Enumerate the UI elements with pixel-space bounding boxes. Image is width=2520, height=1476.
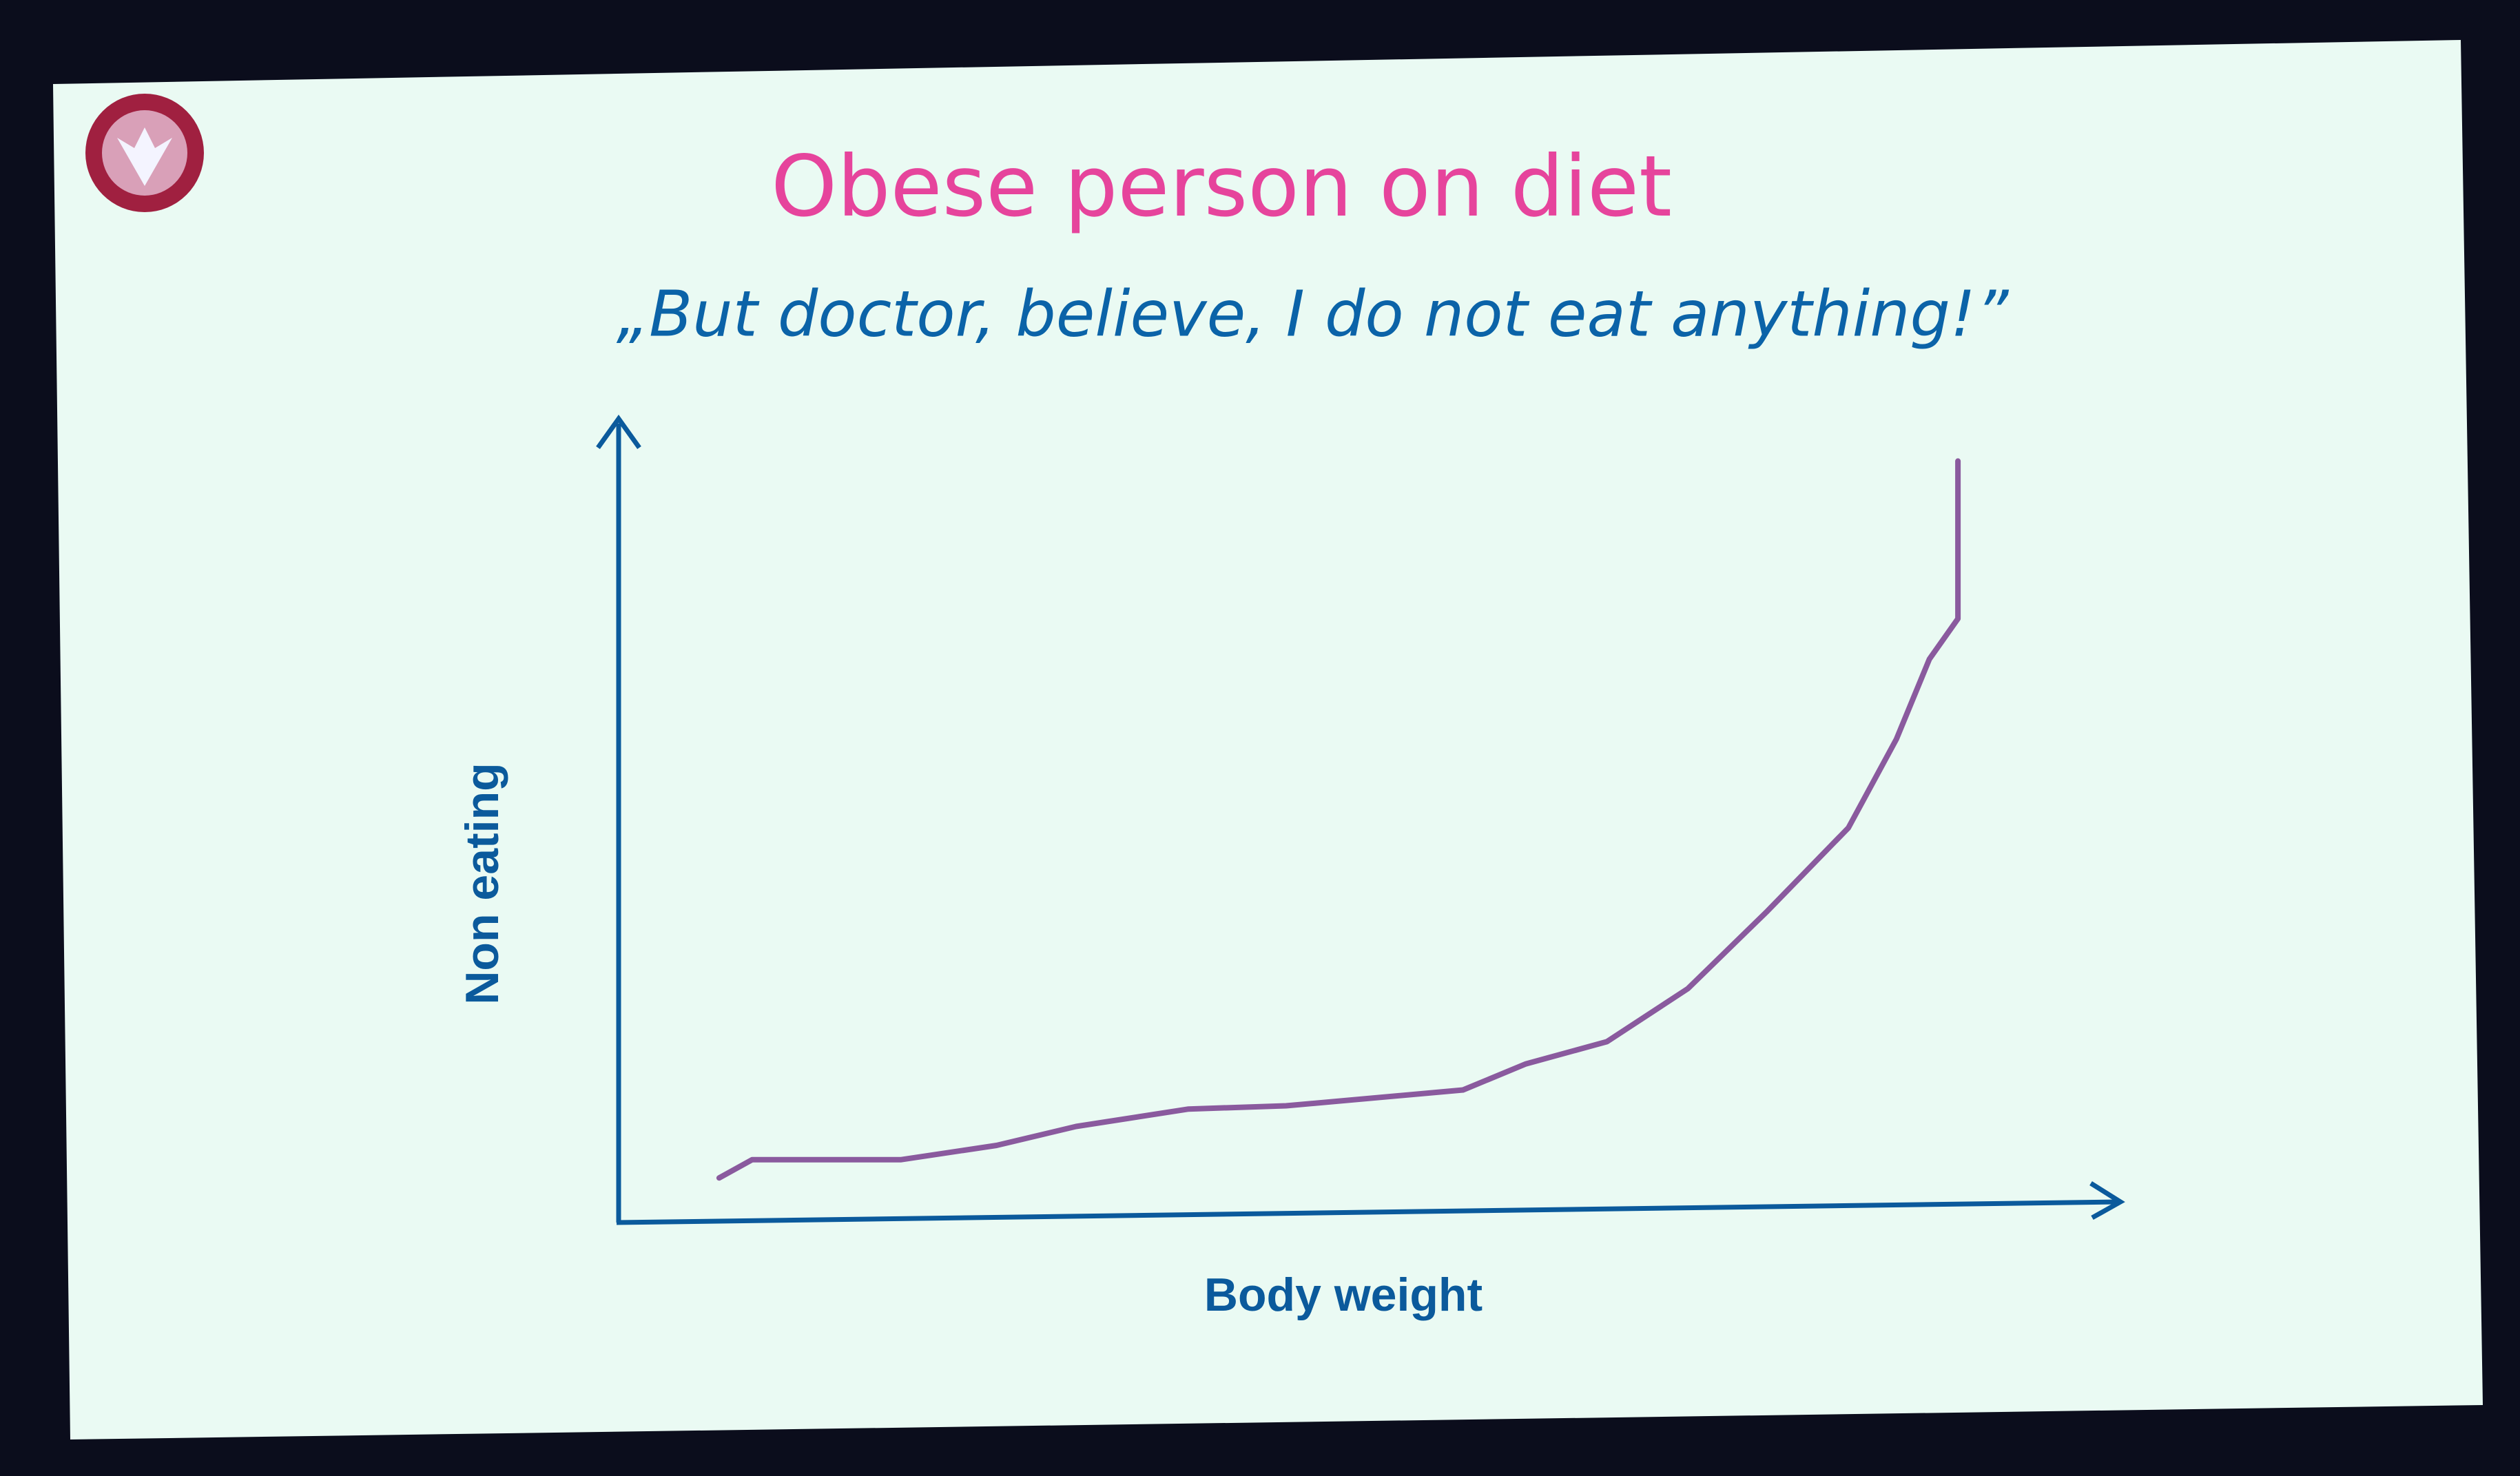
logo [85,94,204,212]
axes [596,414,2125,1225]
line [716,458,1961,1181]
chart-subtitle: „But doctor, believe, I do not eat anyth… [617,277,2010,351]
x-axis-label: Body weight [1204,1269,1483,1321]
y-axis-label: Non eating [456,762,508,1004]
chart-title: Obese person on diet [771,138,1672,236]
slide [53,40,2483,1439]
